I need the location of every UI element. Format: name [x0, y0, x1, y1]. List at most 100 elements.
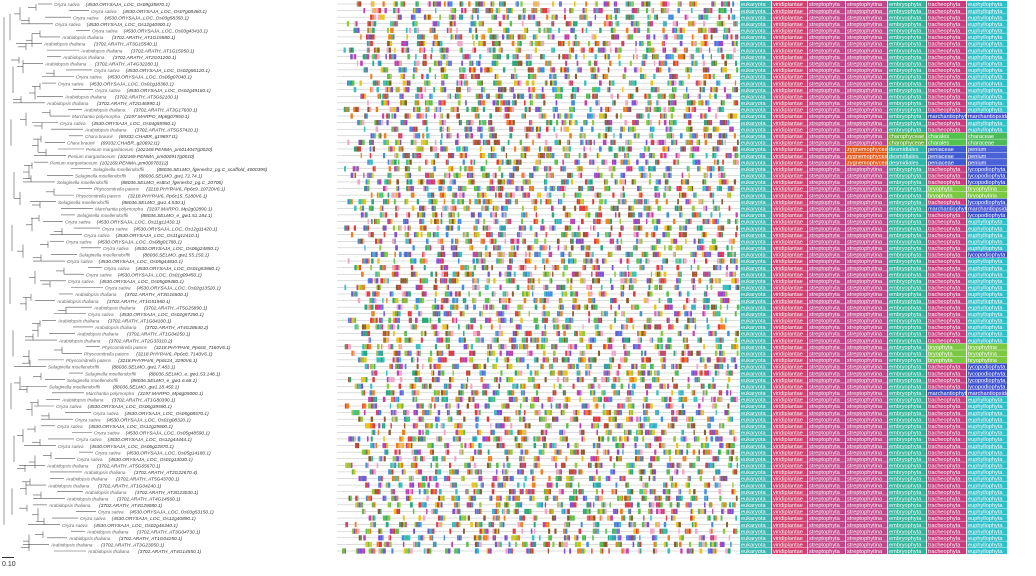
alignment-residue	[561, 304, 564, 310]
alignment-residue	[721, 363, 724, 370]
alignment-residue	[553, 67, 555, 73]
alignment-residue	[653, 166, 655, 172]
alignment-residue	[457, 225, 460, 231]
alignment-residue	[576, 199, 579, 205]
alignment-residue	[510, 238, 512, 244]
alignment-residue	[595, 271, 598, 277]
alignment-residue	[443, 146, 447, 152]
alignment-residue	[484, 297, 487, 304]
alignment-residue	[687, 179, 690, 185]
alignment-residue	[458, 34, 461, 40]
alignment-row	[337, 337, 740, 343]
alignment-residue	[580, 166, 583, 172]
alignment-residue	[704, 40, 707, 47]
alignment-residue	[409, 159, 412, 165]
alignment-residue	[454, 192, 458, 198]
alignment-residue	[704, 297, 706, 304]
alignment-residue	[693, 1, 696, 7]
alignment-residue	[367, 218, 370, 225]
alignment-residue	[645, 232, 649, 238]
alignment-residue	[351, 317, 355, 323]
alignment-residue	[433, 113, 436, 119]
alignment-row	[337, 330, 740, 337]
alignment-residue	[539, 159, 542, 165]
alignment-residue	[602, 133, 605, 139]
alignment-residue	[711, 278, 714, 284]
alignment-residue	[506, 34, 509, 40]
alignment-residue	[506, 350, 509, 356]
alignment-residue	[598, 113, 602, 119]
alignment-residue	[371, 139, 374, 145]
alignment-residue	[520, 390, 523, 396]
alignment-residue	[390, 218, 393, 225]
alignment-residue	[594, 238, 597, 244]
alignment-residue	[655, 199, 659, 205]
alignment-residue	[545, 126, 549, 132]
alignment-residue	[449, 304, 453, 310]
alignment-residue	[647, 370, 651, 376]
alignment-residue	[489, 238, 491, 244]
alignment-residue	[400, 278, 403, 284]
alignment-residue	[583, 146, 585, 152]
alignment-residue	[416, 363, 419, 370]
alignment-residue	[491, 126, 494, 132]
alignment-residue	[479, 152, 483, 159]
alignment-residue	[667, 297, 669, 304]
alignment-residue	[461, 7, 464, 14]
alignment-residue	[593, 377, 596, 383]
alignment-residue	[533, 297, 536, 304]
alignment-residue	[664, 225, 668, 231]
alignment-residue	[727, 363, 729, 370]
alignment-residue	[512, 278, 515, 284]
alignment-residue	[379, 245, 382, 251]
alignment-residue	[577, 225, 580, 231]
alignment-residue	[734, 311, 737, 317]
alignment-residue	[727, 152, 730, 159]
alignment-residue	[476, 80, 479, 86]
alignment-residue	[415, 304, 419, 310]
alignment-residue	[691, 54, 693, 60]
alignment-residue	[408, 238, 412, 244]
alignment-residue	[398, 265, 401, 271]
alignment-residue	[571, 344, 575, 350]
alignment-residue	[583, 304, 587, 310]
alignment-residue	[701, 199, 704, 205]
alignment-residue	[543, 113, 546, 119]
alignment-residue	[439, 120, 442, 126]
alignment-residue	[425, 245, 428, 251]
alignment-residue	[422, 225, 424, 231]
alignment-residue	[541, 113, 544, 119]
alignment-residue	[492, 1, 495, 7]
alignment-residue	[689, 113, 692, 119]
alignment-residue	[589, 251, 593, 258]
alignment-residue	[481, 80, 483, 86]
alignment-residue	[428, 192, 431, 198]
alignment-residue	[564, 390, 567, 396]
alignment-residue	[614, 34, 618, 40]
alignment-residue	[594, 192, 597, 198]
alignment-residue	[423, 225, 426, 231]
alignment-residue	[513, 337, 517, 343]
alignment-residue	[668, 396, 672, 403]
alignment-residue	[566, 126, 569, 132]
alignment-residue	[404, 172, 408, 178]
alignment-residue	[489, 179, 492, 185]
alignment-residue	[459, 199, 462, 205]
alignment-residue	[660, 113, 662, 119]
alignment-residue	[465, 238, 469, 244]
alignment-residue	[504, 225, 506, 231]
alignment-residue	[538, 21, 541, 27]
alignment-row	[337, 126, 740, 132]
alignment-residue	[512, 172, 515, 178]
alignment-residue	[711, 383, 714, 389]
alignment-residue	[369, 106, 372, 113]
alignment-residue	[368, 47, 370, 53]
alignment-residue	[389, 363, 392, 370]
alignment-residue	[591, 337, 595, 343]
alignment-residue	[401, 67, 404, 73]
alignment-residue	[558, 139, 562, 145]
alignment-residue	[681, 172, 684, 178]
alignment-residue	[534, 34, 537, 40]
alignment-residue	[542, 93, 545, 99]
alignment-residue	[594, 337, 597, 343]
